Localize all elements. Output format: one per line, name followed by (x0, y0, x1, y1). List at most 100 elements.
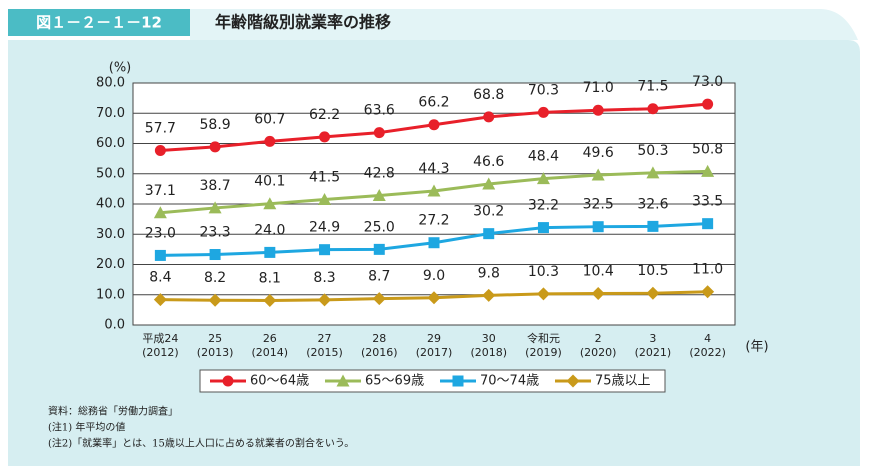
marker (208, 201, 222, 214)
data-label: 71.5 (637, 79, 668, 95)
chart-title: 年齢階級別就業率の推移 (215, 13, 391, 32)
y-tick-label: 70.0 (96, 106, 125, 121)
data-label: 60.7 (254, 111, 285, 127)
marker (264, 246, 276, 258)
marker (319, 131, 331, 143)
data-label: 73.0 (692, 74, 723, 90)
data-label: 40.1 (254, 174, 285, 190)
marker (372, 292, 386, 306)
y-tick-label: 40.0 (96, 197, 125, 212)
legend-label: 70～74歳 (480, 374, 539, 389)
figure-number: 図１－２－１－12 (36, 14, 162, 32)
x-tick-label: 4 (704, 332, 711, 345)
x-tick-year: (2016) (361, 346, 398, 359)
marker (591, 287, 605, 301)
data-label: 10.5 (637, 263, 668, 279)
marker (482, 288, 496, 302)
note: (注2)「就業率」とは、15歳以上人口に占める就業者の割合をいう。 (48, 437, 354, 450)
marker (592, 104, 604, 116)
y-tick-label: 30.0 (96, 227, 125, 242)
data-label: 32.5 (583, 197, 614, 213)
data-label: 68.8 (473, 87, 504, 103)
marker (428, 237, 440, 249)
legend-marker (336, 374, 350, 387)
data-label: 25.0 (364, 219, 395, 235)
data-label: 8.2 (204, 270, 226, 286)
marker (153, 293, 167, 307)
x-tick-label: 3 (649, 332, 656, 345)
marker (154, 144, 166, 156)
x-tick-label: 25 (208, 332, 222, 345)
x-tick-year: (2012) (142, 346, 179, 359)
data-label: 24.9 (309, 220, 340, 236)
data-label: 50.3 (637, 143, 668, 159)
data-label: 27.2 (418, 213, 449, 229)
y-tick-label: 60.0 (96, 136, 125, 151)
x-tick-label: 29 (427, 332, 441, 345)
data-label: 8.4 (149, 270, 171, 286)
marker (702, 98, 714, 110)
marker (537, 106, 549, 118)
marker (646, 286, 660, 300)
marker (427, 184, 441, 197)
data-label: 37.1 (145, 183, 176, 199)
legend-label: 75歳以上 (595, 374, 651, 389)
marker (153, 206, 167, 219)
legend (199, 369, 666, 393)
marker (701, 164, 715, 177)
note: (注1) 年平均の値 (48, 421, 125, 434)
note: 資料：総務省「労働力調査」 (48, 405, 178, 418)
x-tick-year: (2021) (635, 346, 672, 359)
data-label: 62.2 (309, 107, 340, 123)
marker (318, 293, 332, 307)
data-label: 32.6 (637, 196, 668, 212)
data-label: 30.2 (473, 204, 504, 220)
marker (647, 220, 659, 232)
data-label: 8.7 (368, 269, 390, 285)
y-unit: (%) (109, 61, 132, 76)
legend-marker (452, 375, 464, 387)
data-label: 32.2 (528, 198, 559, 214)
x-tick-year: (2018) (470, 346, 507, 359)
marker (483, 111, 495, 123)
marker (209, 141, 221, 153)
x-tick-year: (2017) (416, 346, 453, 359)
marker (264, 135, 276, 147)
data-label: 11.0 (692, 262, 723, 278)
data-label: 33.5 (692, 194, 723, 210)
x-tick-label: 令和元 (527, 331, 560, 345)
marker (373, 243, 385, 255)
x-tick-label: 平成24 (142, 332, 178, 345)
marker (319, 244, 331, 256)
data-label: 23.3 (200, 225, 231, 241)
data-label: 48.4 (528, 149, 559, 165)
data-label: 49.6 (583, 145, 614, 161)
x-tick-label: 26 (263, 332, 277, 345)
data-label: 46.6 (473, 154, 504, 170)
data-label: 8.3 (313, 270, 335, 286)
marker (591, 168, 605, 181)
data-label: 58.9 (200, 117, 231, 133)
data-label: 57.7 (145, 120, 176, 136)
y-tick-label: 0.0 (104, 318, 125, 333)
marker (701, 285, 715, 299)
y-tick-label: 10.0 (96, 287, 125, 302)
x-tick-label: 30 (482, 332, 496, 345)
data-label: 41.5 (309, 169, 340, 185)
marker (373, 127, 385, 139)
marker (428, 119, 440, 131)
x-unit: (年) (745, 340, 768, 355)
marker (483, 228, 495, 240)
marker (537, 222, 549, 234)
data-label: 71.0 (583, 80, 614, 96)
data-label: 8.1 (259, 270, 281, 286)
data-label: 10.3 (528, 264, 559, 280)
data-label: 24.0 (254, 222, 285, 238)
data-label: 44.3 (418, 161, 449, 177)
data-label: 10.4 (583, 264, 614, 280)
data-label: 38.7 (200, 178, 231, 194)
data-label: 50.8 (692, 141, 723, 157)
x-tick-year: (2014) (252, 346, 289, 359)
plot-frame (132, 82, 736, 326)
